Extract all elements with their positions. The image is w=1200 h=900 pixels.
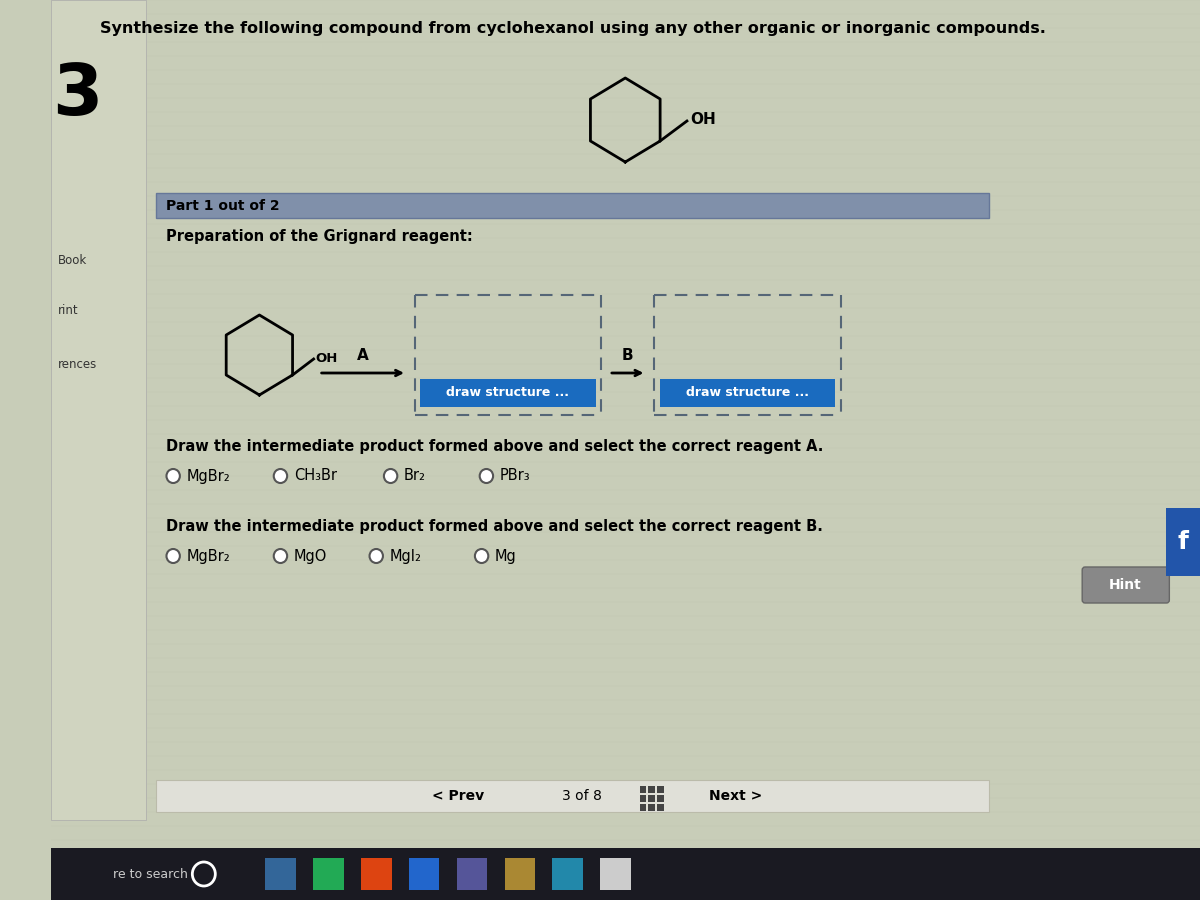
Text: rences: rences xyxy=(59,358,97,372)
Circle shape xyxy=(480,469,493,483)
FancyBboxPatch shape xyxy=(640,804,647,811)
FancyBboxPatch shape xyxy=(313,858,343,890)
Text: PBr₃: PBr₃ xyxy=(500,469,530,483)
FancyBboxPatch shape xyxy=(1082,567,1169,603)
Text: MgO: MgO xyxy=(294,548,328,563)
FancyBboxPatch shape xyxy=(156,193,989,218)
Circle shape xyxy=(167,549,180,563)
FancyBboxPatch shape xyxy=(156,780,989,812)
Text: MgI₂: MgI₂ xyxy=(390,548,421,563)
FancyBboxPatch shape xyxy=(409,858,439,890)
FancyBboxPatch shape xyxy=(50,848,1200,900)
Text: Mg: Mg xyxy=(496,548,517,563)
FancyBboxPatch shape xyxy=(504,858,535,890)
Text: f: f xyxy=(1177,530,1188,554)
Circle shape xyxy=(274,549,287,563)
FancyBboxPatch shape xyxy=(656,795,664,802)
Text: Next >: Next > xyxy=(709,789,762,803)
Text: 3 of 8: 3 of 8 xyxy=(563,789,602,803)
Text: Part 1 out of 2: Part 1 out of 2 xyxy=(166,199,280,212)
Text: rint: rint xyxy=(59,303,79,317)
FancyBboxPatch shape xyxy=(457,858,487,890)
FancyBboxPatch shape xyxy=(660,379,835,407)
FancyBboxPatch shape xyxy=(361,858,391,890)
Text: Br₂: Br₂ xyxy=(404,469,426,483)
FancyBboxPatch shape xyxy=(600,858,631,890)
Text: Draw the intermediate product formed above and select the correct reagent A.: Draw the intermediate product formed abo… xyxy=(166,439,823,454)
FancyBboxPatch shape xyxy=(552,858,583,890)
Text: Draw the intermediate product formed above and select the correct reagent B.: Draw the intermediate product formed abo… xyxy=(166,519,822,535)
Text: Preparation of the Grignard reagent:: Preparation of the Grignard reagent: xyxy=(166,230,473,245)
FancyBboxPatch shape xyxy=(648,804,655,811)
Text: A: A xyxy=(356,347,368,363)
FancyBboxPatch shape xyxy=(656,786,664,793)
Text: re to search: re to search xyxy=(113,868,187,880)
FancyBboxPatch shape xyxy=(50,0,146,820)
Text: < Prev: < Prev xyxy=(432,789,484,803)
FancyBboxPatch shape xyxy=(420,379,595,407)
Circle shape xyxy=(384,469,397,483)
Text: OH: OH xyxy=(316,352,338,365)
Text: OH: OH xyxy=(690,112,715,128)
FancyBboxPatch shape xyxy=(265,858,295,890)
Text: Book: Book xyxy=(59,254,88,266)
Text: 3: 3 xyxy=(52,60,102,130)
FancyBboxPatch shape xyxy=(1166,508,1200,576)
FancyBboxPatch shape xyxy=(648,786,655,793)
Text: MgBr₂: MgBr₂ xyxy=(186,548,230,563)
FancyBboxPatch shape xyxy=(656,804,664,811)
Text: B: B xyxy=(622,347,634,363)
Text: draw structure ...: draw structure ... xyxy=(686,386,809,400)
Text: MgBr₂: MgBr₂ xyxy=(186,469,230,483)
FancyBboxPatch shape xyxy=(640,786,647,793)
Circle shape xyxy=(370,549,383,563)
Text: Synthesize the following compound from cyclohexanol using any other organic or i: Synthesize the following compound from c… xyxy=(100,21,1045,35)
Text: Hint: Hint xyxy=(1109,578,1141,592)
Circle shape xyxy=(475,549,488,563)
FancyBboxPatch shape xyxy=(648,795,655,802)
Text: CH₃Br: CH₃Br xyxy=(294,469,337,483)
Circle shape xyxy=(274,469,287,483)
Circle shape xyxy=(167,469,180,483)
FancyBboxPatch shape xyxy=(640,795,647,802)
Text: draw structure ...: draw structure ... xyxy=(446,386,570,400)
